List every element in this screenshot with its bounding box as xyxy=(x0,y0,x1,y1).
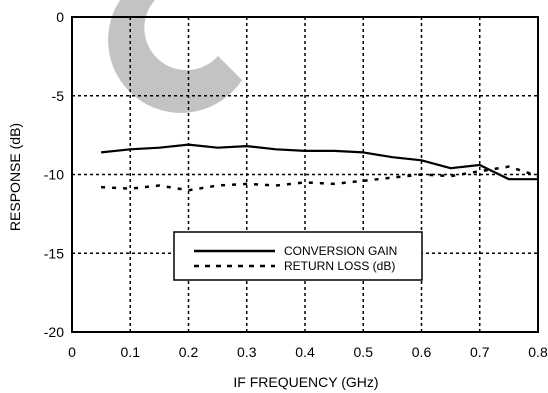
axis-ticks: 0 0.1 0.2 0.3 0.4 0.5 0.6 0.7 0.8 0 -5 -10 -15 -20 xyxy=(44,9,548,360)
series-line-conversion-gain xyxy=(100,143,538,181)
x-axis-label: IF FREQUENCY (GHz) xyxy=(233,374,378,390)
x-tick-label: 0.7 xyxy=(470,344,490,360)
x-tick-label: 0 xyxy=(68,344,76,360)
x-tick-label: 0.3 xyxy=(237,344,257,360)
x-tick-label: 0.4 xyxy=(295,344,315,360)
y-tick-label: -5 xyxy=(52,88,65,104)
x-tick-label: 0.6 xyxy=(412,344,432,360)
legend-box xyxy=(173,231,423,281)
y-tick-label: 0 xyxy=(56,9,64,25)
y-tick-label: -20 xyxy=(44,324,64,340)
series-lines xyxy=(100,143,539,192)
x-tick-label: 0.1 xyxy=(121,344,141,360)
legend-label-return-loss: RETURN LOSS (dB) xyxy=(284,259,395,273)
series-line-return-loss xyxy=(101,165,539,192)
legend-label-conversion-gain: CONVERSION GAIN xyxy=(284,244,397,258)
legend: CONVERSION GAIN RETURN LOSS (dB) xyxy=(173,231,423,281)
y-tick-label: -15 xyxy=(44,245,64,261)
x-tick-label: 0.5 xyxy=(354,344,374,360)
y-axis-label: RESPONSE (dB) xyxy=(7,123,23,231)
watermark xyxy=(108,0,243,113)
x-tick-label: 0.8 xyxy=(528,344,548,360)
plot-frame xyxy=(71,16,539,333)
x-tick-label: 0.2 xyxy=(179,344,199,360)
y-tick-label: -10 xyxy=(44,167,64,183)
